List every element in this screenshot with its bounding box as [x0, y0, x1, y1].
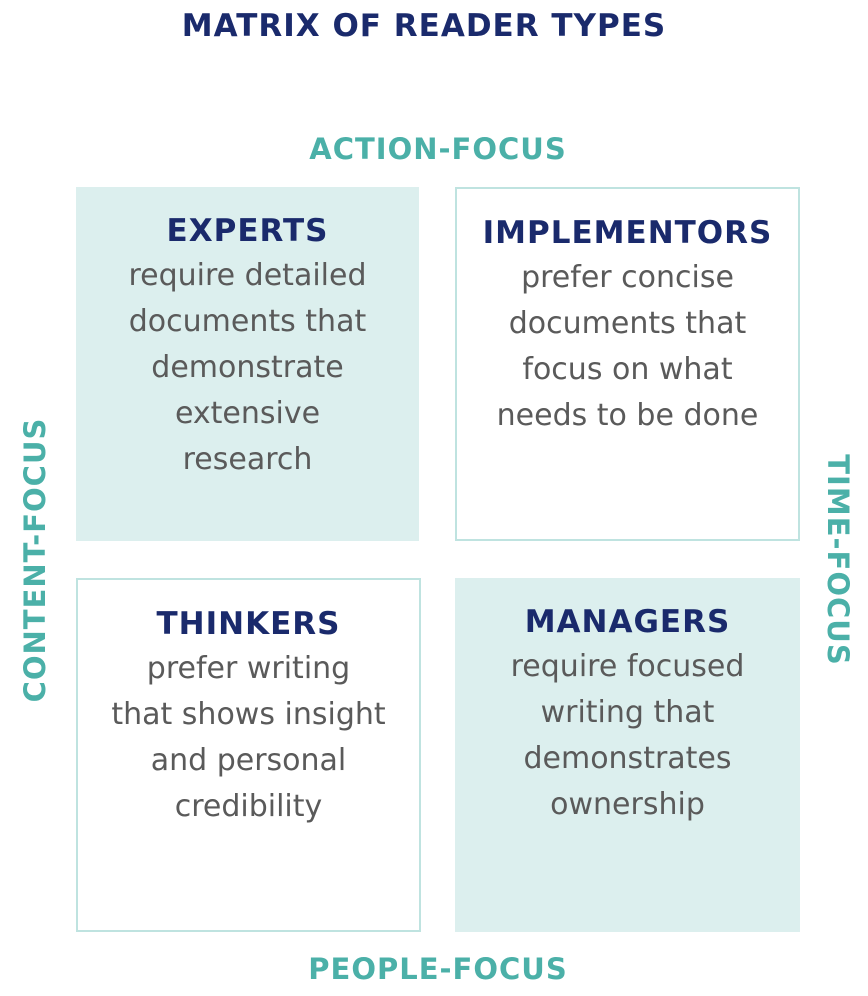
- description-line: prefer writing: [146, 651, 351, 686]
- axis-label-people-focus: PEOPLE-FOCUS: [308, 952, 568, 986]
- axis-label-time-focus: TIME-FOCUS: [821, 454, 855, 666]
- description-line: documents that: [128, 304, 367, 339]
- quadrant-description: require detailed documents that demonstr…: [76, 253, 419, 483]
- axis-label-action-focus: ACTION-FOCUS: [309, 132, 567, 166]
- description-line: research: [182, 442, 313, 477]
- quadrant-managers: MANAGERS require focused writing that de…: [455, 578, 800, 932]
- diagram-title: MATRIX OF READER TYPES: [181, 8, 667, 44]
- description-line: extensive: [174, 396, 321, 431]
- quadrant-implementors: IMPLEMENTORS prefer concise documents th…: [455, 187, 800, 541]
- description-line: require detailed: [128, 258, 367, 293]
- description-line: that shows insight: [111, 697, 386, 732]
- axis-label-content-focus: CONTENT-FOCUS: [18, 417, 52, 703]
- description-line: needs to be done: [496, 398, 759, 433]
- description-line: require focused: [510, 649, 745, 684]
- quadrant-title: IMPLEMENTORS: [482, 215, 773, 251]
- description-line: focus on what: [522, 352, 733, 387]
- description-line: and personal: [150, 743, 347, 778]
- quadrant-description: prefer concise documents that focus on w…: [457, 255, 798, 439]
- description-line: ownership: [550, 787, 705, 822]
- description-line: demonstrate: [151, 350, 344, 385]
- quadrant-title: MANAGERS: [524, 604, 731, 640]
- quadrant-experts: EXPERTS require detailed documents that …: [76, 187, 419, 541]
- quadrant-title: EXPERTS: [166, 213, 329, 249]
- quadrant-description: prefer writing that shows insight and pe…: [78, 646, 419, 830]
- description-line: documents that: [508, 306, 747, 341]
- description-line: prefer concise: [521, 260, 734, 295]
- quadrant-description: require focused writing that demonstrate…: [455, 644, 800, 828]
- description-line: demonstrates: [523, 741, 732, 776]
- quadrant-thinkers: THINKERS prefer writing that shows insig…: [76, 578, 421, 932]
- description-line: writing that: [540, 695, 715, 730]
- description-line: credibility: [174, 789, 323, 824]
- quadrant-title: THINKERS: [156, 606, 341, 642]
